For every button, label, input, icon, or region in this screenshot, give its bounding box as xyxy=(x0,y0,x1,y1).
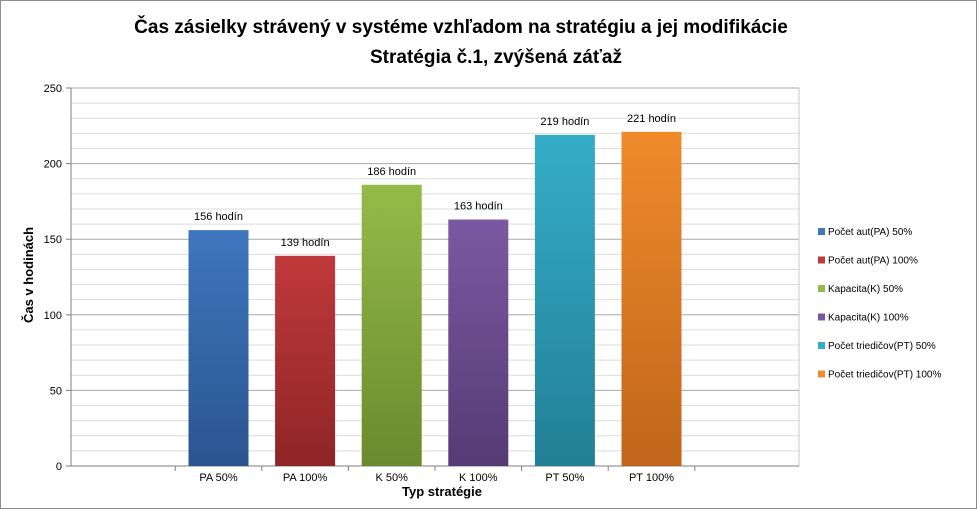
y-tick-label: 150 xyxy=(44,234,62,246)
legend-label: Počet triedičov(PT) 50% xyxy=(828,341,936,352)
bar-pt-50 xyxy=(534,134,595,466)
legend-swatch xyxy=(818,285,825,292)
gridlines xyxy=(71,87,800,466)
data-labels: 156 hodín 139 hodín 186 hodín 163 hodín 219 … xyxy=(194,113,676,249)
x-axis-title: Typ stratégie xyxy=(402,484,482,499)
data-label: 219 hodín xyxy=(540,116,589,128)
y-tick-label: 100 xyxy=(44,310,62,322)
chart-title: Čas zásielky strávený v systéme vzhľadom… xyxy=(134,16,788,38)
legend-label: Počet aut(PA) 50% xyxy=(828,227,912,238)
bars xyxy=(188,131,682,466)
legend-swatch xyxy=(818,313,825,321)
legend-label: Kapacita(K) 50% xyxy=(828,284,903,295)
legend-label: Počet triedičov(PT) 100% xyxy=(828,370,941,381)
y-tick-label: 0 xyxy=(56,461,62,473)
x-tick-label: PA 100% xyxy=(283,472,328,484)
x-tick-label: K 100% xyxy=(459,472,498,484)
x-tick-label: PA 50% xyxy=(199,472,238,484)
x-tick-label: PT 50% xyxy=(545,472,584,484)
data-label: 156 hodín xyxy=(194,211,243,223)
bar-pa-100 xyxy=(275,255,336,466)
legend-label: Počet aut(PA) 100% xyxy=(828,256,918,267)
legend: Počet aut(PA) 50% Počet aut(PA) 100% Kapac… xyxy=(818,227,941,381)
y-tick-labels: 0 50 100 150 200 250 xyxy=(44,83,62,473)
legend-swatch xyxy=(818,342,825,349)
data-label: 186 hodín xyxy=(367,166,416,178)
data-label: 221 hodín xyxy=(627,113,676,125)
data-label: 163 hodín xyxy=(454,201,503,213)
y-tick-label: 200 xyxy=(44,159,62,171)
legend-swatch xyxy=(818,370,825,378)
bar-k-100 xyxy=(448,219,509,466)
legend-label: Kapacita(K) 100% xyxy=(828,313,909,324)
x-tick-label: PT 100% xyxy=(629,472,674,484)
legend-swatch xyxy=(818,228,825,235)
y-tick-label: 250 xyxy=(44,83,62,95)
bar-pt-100 xyxy=(621,131,682,466)
axes xyxy=(66,87,799,471)
chart-subtitle: Stratégia č.1, zvýšená záťaž xyxy=(370,47,622,68)
x-tick-label: K 50% xyxy=(375,472,408,484)
x-tick-labels: PA 50% PA 100% K 50% K 100% PT 50% PT 100% xyxy=(199,472,674,484)
y-axis-title: Čas v hodinách xyxy=(21,227,36,323)
legend-swatch xyxy=(818,256,825,264)
y-tick-label: 50 xyxy=(50,385,62,397)
data-label: 139 hodín xyxy=(281,237,330,249)
bar-pa-50 xyxy=(188,230,249,466)
bar-k-50 xyxy=(361,184,422,466)
